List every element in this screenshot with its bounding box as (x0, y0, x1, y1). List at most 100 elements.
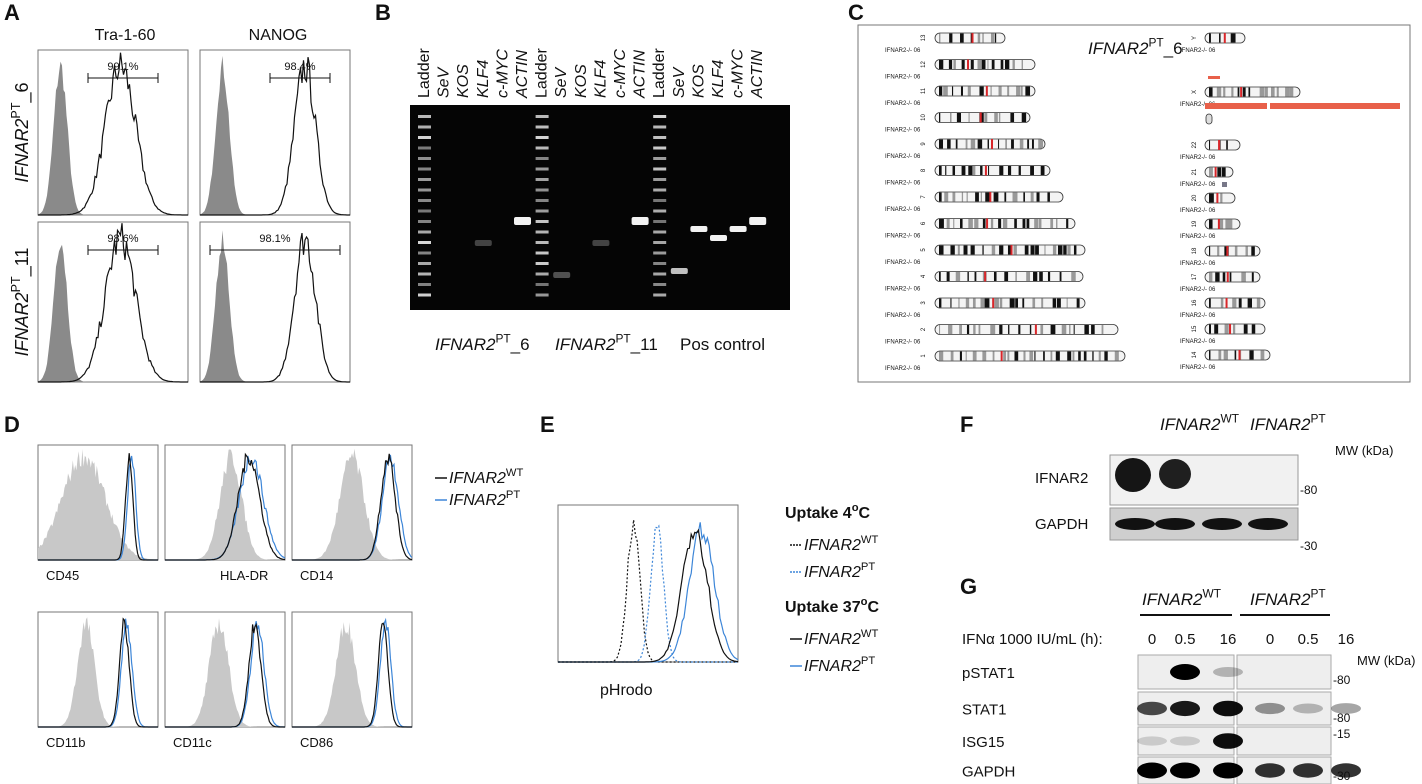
ladder-band (535, 167, 549, 171)
column-title: Tra-1-60 (95, 27, 156, 44)
chromosome-band (1014, 219, 1017, 228)
chromosome-band (1061, 325, 1067, 334)
chromosome-band (946, 219, 950, 228)
chromosome-band (1264, 87, 1268, 97)
chromosome-band (1038, 139, 1044, 149)
chromosome-band (961, 192, 964, 202)
row-label: STAT1 (962, 702, 1006, 719)
gene-name: IFNAR2 (1250, 415, 1311, 434)
chromosome-band (1024, 245, 1029, 255)
pt-37c-histogram (558, 522, 739, 663)
sample-histogram (200, 56, 350, 216)
superscript: WT (861, 534, 879, 546)
chromosome-band (1217, 167, 1222, 177)
row-label: IFNAR2 (1035, 470, 1088, 487)
chromosome-band (953, 219, 955, 228)
sample-label: IFNAR2-/- 06 (885, 101, 921, 107)
centromere (1229, 324, 1232, 334)
chromosome-band (949, 113, 952, 122)
gel-band (749, 217, 767, 225)
superscript: PT (861, 655, 875, 667)
chromosome-band (1209, 87, 1213, 97)
mw-marker: -80 (1333, 711, 1351, 725)
panel-letter: F (960, 412, 973, 437)
blot-band (1202, 518, 1242, 530)
centromere (1223, 33, 1226, 43)
chromosome (934, 32, 1006, 44)
ladder-band (653, 157, 667, 160)
ladder-band (535, 283, 549, 286)
panel-letter: A (4, 0, 20, 25)
column-header: IFNAR2PT (1250, 586, 1326, 609)
chromosome-band (1078, 351, 1081, 361)
centromere (1225, 298, 1228, 308)
chromosome-band (1047, 192, 1050, 202)
sample-label: IFNAR2-/- 06 (1180, 313, 1216, 319)
chromosome-band (939, 219, 944, 228)
ladder-band (653, 251, 667, 255)
ladder-band (535, 115, 549, 118)
chromosome-band (1229, 272, 1232, 282)
superscript: PT (9, 102, 23, 118)
ladder-band (653, 178, 667, 181)
chromosome-band (988, 166, 990, 175)
superscript: PT (861, 561, 875, 573)
chromosome-band (1056, 298, 1061, 308)
lane-label: ACTIN (514, 50, 531, 99)
chromosome-band (1002, 219, 1008, 228)
lane-label: c-MYC (612, 49, 629, 98)
ladder-band (418, 283, 431, 286)
superscript: PT (1148, 35, 1163, 49)
chromosome-band (977, 33, 981, 43)
ladder-band (653, 188, 667, 192)
ladder-band (535, 199, 549, 202)
chromosome-band (965, 351, 967, 361)
gate-percentage: 98.4% (284, 61, 315, 73)
chromosome-band (957, 245, 960, 255)
chromosome-band (970, 245, 975, 255)
chromosome-number: 5 (921, 248, 927, 252)
sample-label: IFNAR2-/- 06 (1180, 48, 1216, 54)
marker-label: CD11c (173, 735, 212, 750)
chromosome (1204, 271, 1261, 283)
blot-band (1137, 762, 1167, 779)
chromosome-number: 14 (1192, 351, 1198, 358)
suffix: _6 (510, 335, 530, 354)
chromosome-band (999, 325, 1003, 334)
chromosome-band (1220, 298, 1224, 308)
chromosome-band (1223, 87, 1226, 97)
karyotype-title: IFNAR2PT_6 (1088, 35, 1183, 58)
control-histogram (38, 617, 158, 727)
chromosome-band (1050, 351, 1053, 361)
chromosome-band (1215, 272, 1220, 282)
group-label: IFNAR2PT_6 (435, 331, 530, 354)
chromosome-band (1229, 219, 1233, 229)
chromosome-band (1014, 351, 1019, 361)
chromosome-band (1220, 193, 1223, 203)
cnv-bar (1270, 103, 1400, 109)
chromosome-band (1230, 33, 1236, 43)
chromosome-band (1052, 298, 1057, 308)
legend-entry: IFNAR2PT (449, 489, 520, 509)
chromosome-band (968, 113, 970, 122)
gene-name: IFNAR2 (435, 335, 496, 354)
time-label: 0 (1266, 631, 1274, 648)
chromosome-band (979, 86, 984, 96)
chromosome-band (1073, 325, 1075, 334)
cnv-mark (1222, 182, 1227, 187)
chromosome-band (995, 33, 997, 43)
gel-band (553, 272, 571, 278)
chromosome-band (993, 192, 999, 202)
ladder-band (653, 167, 667, 171)
chromosome-band (1209, 33, 1211, 43)
chromosome-band (982, 219, 986, 228)
superscript: PT (1310, 586, 1325, 600)
gel-band (690, 226, 708, 232)
chromosome-number: 19 (1192, 220, 1198, 227)
chromosome-band (968, 219, 973, 228)
ladder-band (418, 157, 431, 160)
chromosome-number: 12 (921, 61, 927, 68)
mw-label: MW (kDa) (1357, 653, 1416, 668)
chromosome-band (1025, 86, 1031, 96)
mw-label: MW (kDa) (1335, 443, 1394, 458)
